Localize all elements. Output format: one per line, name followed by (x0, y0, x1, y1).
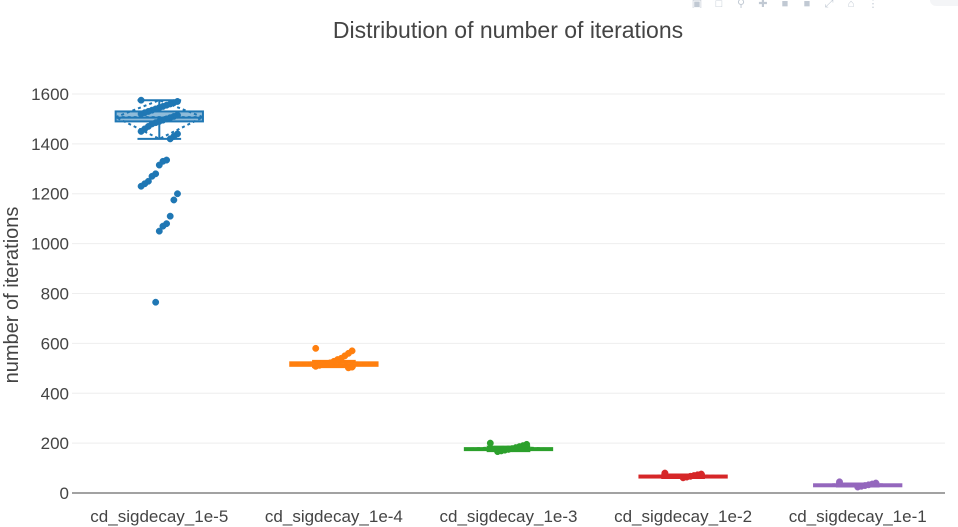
box-cd_sigdecay_1e-1 (813, 478, 903, 491)
modebar-logo-icon (930, 0, 958, 6)
grid (72, 93, 945, 494)
data-point (312, 362, 320, 370)
data-point (166, 135, 174, 143)
data-point (155, 227, 163, 235)
data-point (137, 127, 145, 135)
data-point (148, 172, 156, 180)
data-point (137, 110, 145, 118)
y-tick-label: 600 (41, 334, 69, 353)
zoom-out-icon[interactable]: ■ (803, 0, 811, 8)
data-point (152, 298, 160, 306)
data-point (661, 469, 669, 477)
y-tick-label: 400 (41, 384, 69, 403)
home-icon[interactable]: ⌂ (847, 0, 855, 8)
data-point (174, 190, 181, 198)
box-cd_sigdecay_1e-3 (463, 439, 554, 456)
save-icon[interactable]: □ (715, 0, 723, 8)
mean-sd-marker (814, 482, 902, 488)
y-tick-label: 1000 (31, 235, 69, 254)
x-tick-label: cd_sigdecay_1e-4 (265, 507, 403, 526)
box-cd_sigdecay_1e-2 (638, 469, 728, 482)
data-point (486, 439, 494, 447)
data-point (494, 448, 502, 456)
y-tick-label: 200 (41, 434, 69, 453)
data-point (836, 478, 843, 486)
x-axis: cd_sigdecay_1e-5 cd_sigdecay_1e-4 cd_sigde… (90, 507, 926, 526)
autoscale-icon[interactable]: ⤢ (824, 0, 834, 8)
x-tick-label: cd_sigdecay_1e-5 (90, 507, 228, 526)
data-point (170, 196, 178, 204)
pan-icon[interactable]: ✚ (758, 0, 768, 8)
y-axis: 0 200 400 600 800 1000 1200 1400 1600 (31, 85, 69, 503)
y-tick-label: 1600 (31, 85, 69, 104)
box-cd_sigdecay_1e-4 (289, 344, 379, 372)
mean-sd-marker (464, 445, 553, 453)
modebar: ▣ □ ⚲ ✚ ■ ■ ⤢ ⌂ ⋮ (690, 0, 958, 10)
x-tick-label: cd_sigdecay_1e-3 (440, 507, 578, 526)
zoom-in-icon[interactable]: ■ (781, 0, 789, 8)
x-tick-label: cd_sigdecay_1e-1 (789, 507, 927, 526)
data-point (159, 222, 167, 230)
spike-icon[interactable]: ⋮ (867, 0, 879, 8)
box-plots (113, 96, 903, 491)
zoom-icon[interactable]: ⚲ (736, 0, 746, 8)
chart-title: Distribution of number of iterations (333, 17, 683, 43)
data-point (155, 161, 163, 169)
mean-sd-marker (639, 473, 727, 480)
data-point (137, 96, 145, 104)
data-point (345, 364, 352, 372)
data-point (166, 212, 174, 220)
box-cd_sigdecay_1e-5 (113, 96, 206, 306)
y-tick-label: 0 (60, 484, 69, 503)
data-point (854, 483, 862, 491)
data-point (679, 474, 687, 482)
x-tick-label: cd_sigdecay_1e-2 (614, 507, 752, 526)
y-tick-label: 800 (41, 284, 69, 303)
y-axis-label: number of iterations (1, 207, 23, 384)
data-point (137, 182, 145, 190)
data-point (312, 344, 320, 352)
y-tick-label: 1200 (31, 185, 69, 204)
camera-icon[interactable]: ▣ (691, 0, 703, 8)
y-tick-label: 1400 (31, 135, 69, 154)
